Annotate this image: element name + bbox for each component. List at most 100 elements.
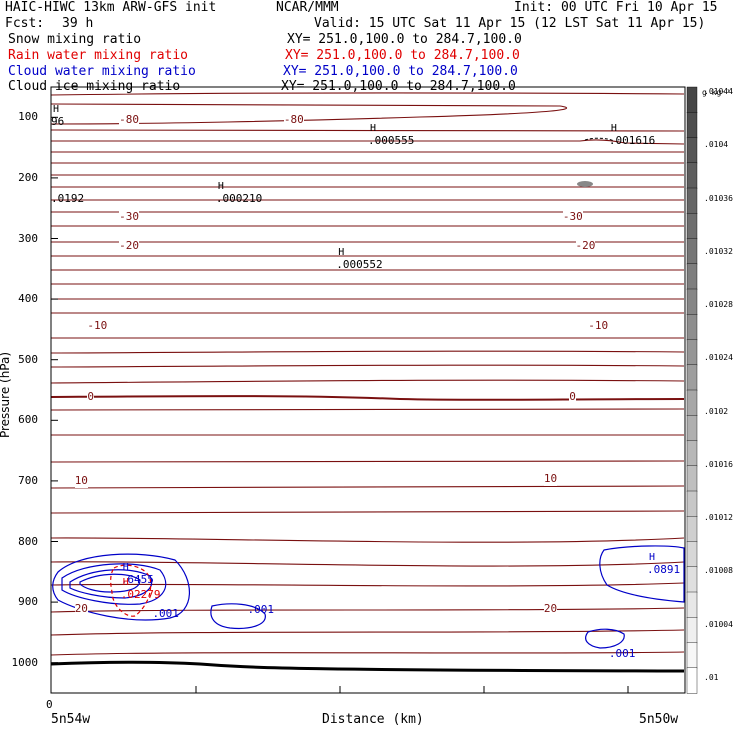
field-xy-snow: XY= 251.0,100.0 to 284.7,100.0 <box>287 32 522 47</box>
colorbar-label: .0102 <box>704 406 729 416</box>
temperature-contour <box>51 395 685 401</box>
init-time: Init: 00 UTC Fri 10 Apr 15 <box>514 0 718 15</box>
colorbar-label: .01 <box>704 673 719 682</box>
forecast-hours: 39 h <box>62 16 94 31</box>
colorbar-segment <box>686 566 698 593</box>
temperature-contour <box>51 629 685 636</box>
colorbar-segment <box>686 516 698 543</box>
colorbar-label: .01028 <box>704 300 733 310</box>
maximum-value: .02279 <box>120 587 161 601</box>
maximum-mark: H <box>217 180 224 192</box>
colorbar-segment <box>686 667 698 694</box>
maximum-value: .001 <box>152 607 179 621</box>
maximum-value: .0192 <box>51 191 85 205</box>
model-title: HAIC-HIWC 13km ARW-GFS init <box>5 0 217 15</box>
maximum-mark: H <box>610 123 617 135</box>
cloud-water-contour <box>79 573 141 593</box>
temperature-label: -80 <box>283 113 304 128</box>
colorbar-segment <box>686 339 698 366</box>
cloud-water-contour <box>585 628 625 649</box>
cloud-water-contour <box>52 553 190 621</box>
temperature-contour <box>51 460 685 463</box>
temperature-label: -20 <box>119 239 139 254</box>
shaded-patch <box>577 181 593 187</box>
temperature-contour <box>51 582 685 587</box>
field-name-rain: Rain water mixing ratio <box>8 48 189 63</box>
y-tick-label: 700 <box>18 473 38 487</box>
temperature-label: -80 <box>119 113 139 128</box>
temperature-contour <box>51 537 685 543</box>
y-tick-label: 800 <box>18 534 38 548</box>
colorbar-segment <box>686 642 698 669</box>
field-xy-cloud-water: XY= 251.0,100.0 to 284.7,100.0 <box>283 64 518 79</box>
temperature-label: -10 <box>87 319 108 334</box>
colorbar-segment <box>686 490 698 517</box>
x-axis <box>50 686 629 693</box>
cloud-water-contour <box>61 563 167 605</box>
temperature-contour <box>51 485 685 489</box>
colorbar-segment <box>686 213 698 240</box>
field-name-cloud-water: Cloud water mixing ratio <box>8 64 196 79</box>
y-tick-label: 600 <box>18 413 38 427</box>
temperature-label: -30 <box>562 210 583 225</box>
maximum-value: .001 <box>247 603 275 617</box>
y-tick-label: 900 <box>18 595 38 609</box>
maximum-value: .0891 <box>646 562 681 576</box>
x-end-label-left: 5n54w <box>51 712 91 727</box>
temperature-label: 0 <box>569 390 576 405</box>
colorbar-label: .01032 <box>704 246 733 256</box>
maximum-value: .000552 <box>336 257 383 271</box>
colorbar-segment <box>686 541 698 568</box>
temperature-label: -30 <box>119 210 139 225</box>
temperature-contours <box>51 92 685 656</box>
cloud-water-contour <box>69 569 153 599</box>
colorbar-segment <box>686 591 698 618</box>
colorbar-segment <box>686 238 698 265</box>
temperature-contour <box>51 408 685 411</box>
rain-contour <box>110 564 152 617</box>
field-xy-rain: XY= 251.0,100.0 to 284.7,100.0 <box>285 48 520 63</box>
temperature-label: 20 <box>543 602 558 617</box>
y-tick-label: 400 <box>18 292 38 306</box>
colorbar-segment <box>686 187 698 214</box>
colorbar-segment <box>686 465 698 492</box>
temperature-label: 20 <box>74 602 88 617</box>
maximum-mark: H <box>338 246 345 258</box>
colorbar-label: .01012 <box>704 513 733 523</box>
org-label: NCAR/MMM <box>276 0 339 15</box>
colorbar-segment <box>686 162 698 189</box>
temperature-contour <box>51 379 685 384</box>
temperature-label: -20 <box>575 239 596 254</box>
temperature-label: 10 <box>74 473 88 488</box>
colorbar-label: .01004 <box>704 619 733 629</box>
temperature-contour <box>51 607 685 613</box>
y-axis <box>51 116 58 664</box>
cloud-water-contour <box>599 545 685 603</box>
y-tick-label: 200 <box>18 170 38 184</box>
cloud-water-contours <box>52 545 685 649</box>
colorbar-segment <box>686 440 698 467</box>
y-tick-label: 1000 <box>11 655 39 669</box>
plot-frame <box>50 86 686 694</box>
colorbar-label: .01044 <box>704 87 733 96</box>
colorbar-segment <box>686 364 698 391</box>
maximum-value: 96 <box>51 115 65 129</box>
snow-contour <box>584 137 615 142</box>
temperature-contour <box>51 651 685 656</box>
colorbar-segment <box>686 389 698 416</box>
colorbar-unit: g kg⁻¹ <box>702 88 731 97</box>
maximum-value: .000555 <box>368 134 415 148</box>
ground-line <box>51 660 685 673</box>
colorbar <box>686 86 698 694</box>
colorbar-label: .0104 <box>704 140 729 150</box>
maximum-value: .6455 <box>120 573 154 587</box>
x-end-label-right: 5n50w <box>639 712 679 727</box>
y-tick-label: 300 <box>18 231 38 245</box>
field-name-cloud-ice: Cloud ice mixing ratio <box>8 79 181 94</box>
maximum-mark: H <box>53 104 60 116</box>
colorbar-segment <box>686 288 698 315</box>
maximum-mark: H <box>648 551 655 563</box>
temperature-label: -10 <box>588 319 609 334</box>
y-tick-label: 500 <box>18 352 38 366</box>
colorbar-label: .01008 <box>704 566 733 576</box>
